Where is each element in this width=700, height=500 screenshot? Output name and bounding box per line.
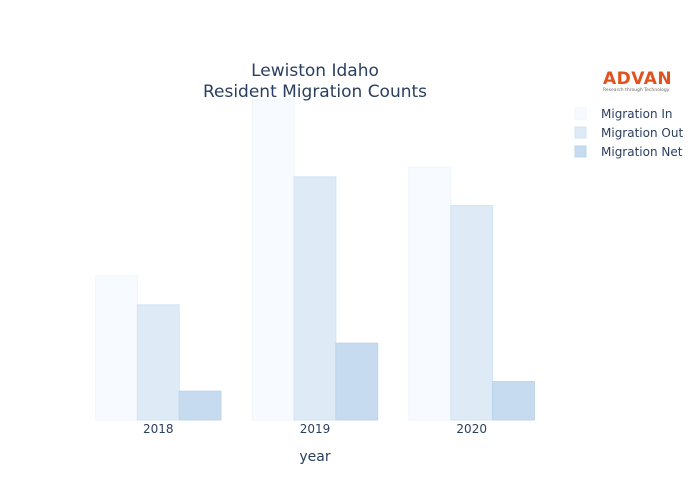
bar-migration-in-2020[interactable] [408, 166, 452, 421]
chart-title: Lewiston Idaho Resident Migration Counts [203, 61, 427, 102]
legend[interactable]: Migration In Migration Out Migration Net [574, 107, 683, 159]
legend-item-migration-in[interactable]: Migration In [574, 107, 673, 121]
x-tick-label-2019: 2019 [300, 422, 331, 436]
legend-swatch-migration-in [574, 107, 587, 120]
advan-logo-tagline: Research through Technology [603, 87, 670, 93]
legend-item-migration-net[interactable]: Migration Net [574, 145, 683, 159]
x-tick-label-2018: 2018 [143, 422, 174, 436]
chart-title-line-2: Resident Migration Counts [203, 82, 427, 102]
advan-logo: ADVAN Research through Technology [603, 69, 672, 93]
bar-migration-out-2020[interactable] [450, 205, 494, 421]
x-tick-label-2020: 2020 [456, 422, 487, 436]
bar-migration-out-2018[interactable] [136, 304, 180, 421]
bar-migration-net-2018[interactable] [178, 390, 222, 421]
bar-migration-net-2019[interactable] [335, 342, 379, 421]
x-axis-ticks: 2018 2019 2020 [143, 422, 487, 436]
chart-title-line-1: Lewiston Idaho [251, 61, 379, 81]
bar-migration-in-2019[interactable] [251, 99, 295, 421]
bar-migration-in-2018[interactable] [95, 275, 138, 421]
legend-item-migration-out[interactable]: Migration Out [574, 126, 683, 140]
legend-label-migration-in: Migration In [601, 107, 673, 121]
x-axis-title: year [299, 449, 330, 465]
legend-swatch-migration-net [574, 145, 587, 158]
advan-logo-text: ADVAN [603, 69, 672, 89]
legend-swatch-migration-out [574, 126, 587, 139]
plot-area [95, 99, 535, 421]
legend-label-migration-out: Migration Out [601, 126, 683, 140]
bar-migration-net-2020[interactable] [492, 381, 535, 421]
bar-migration-out-2019[interactable] [293, 176, 337, 421]
legend-label-migration-net: Migration Net [601, 145, 683, 159]
